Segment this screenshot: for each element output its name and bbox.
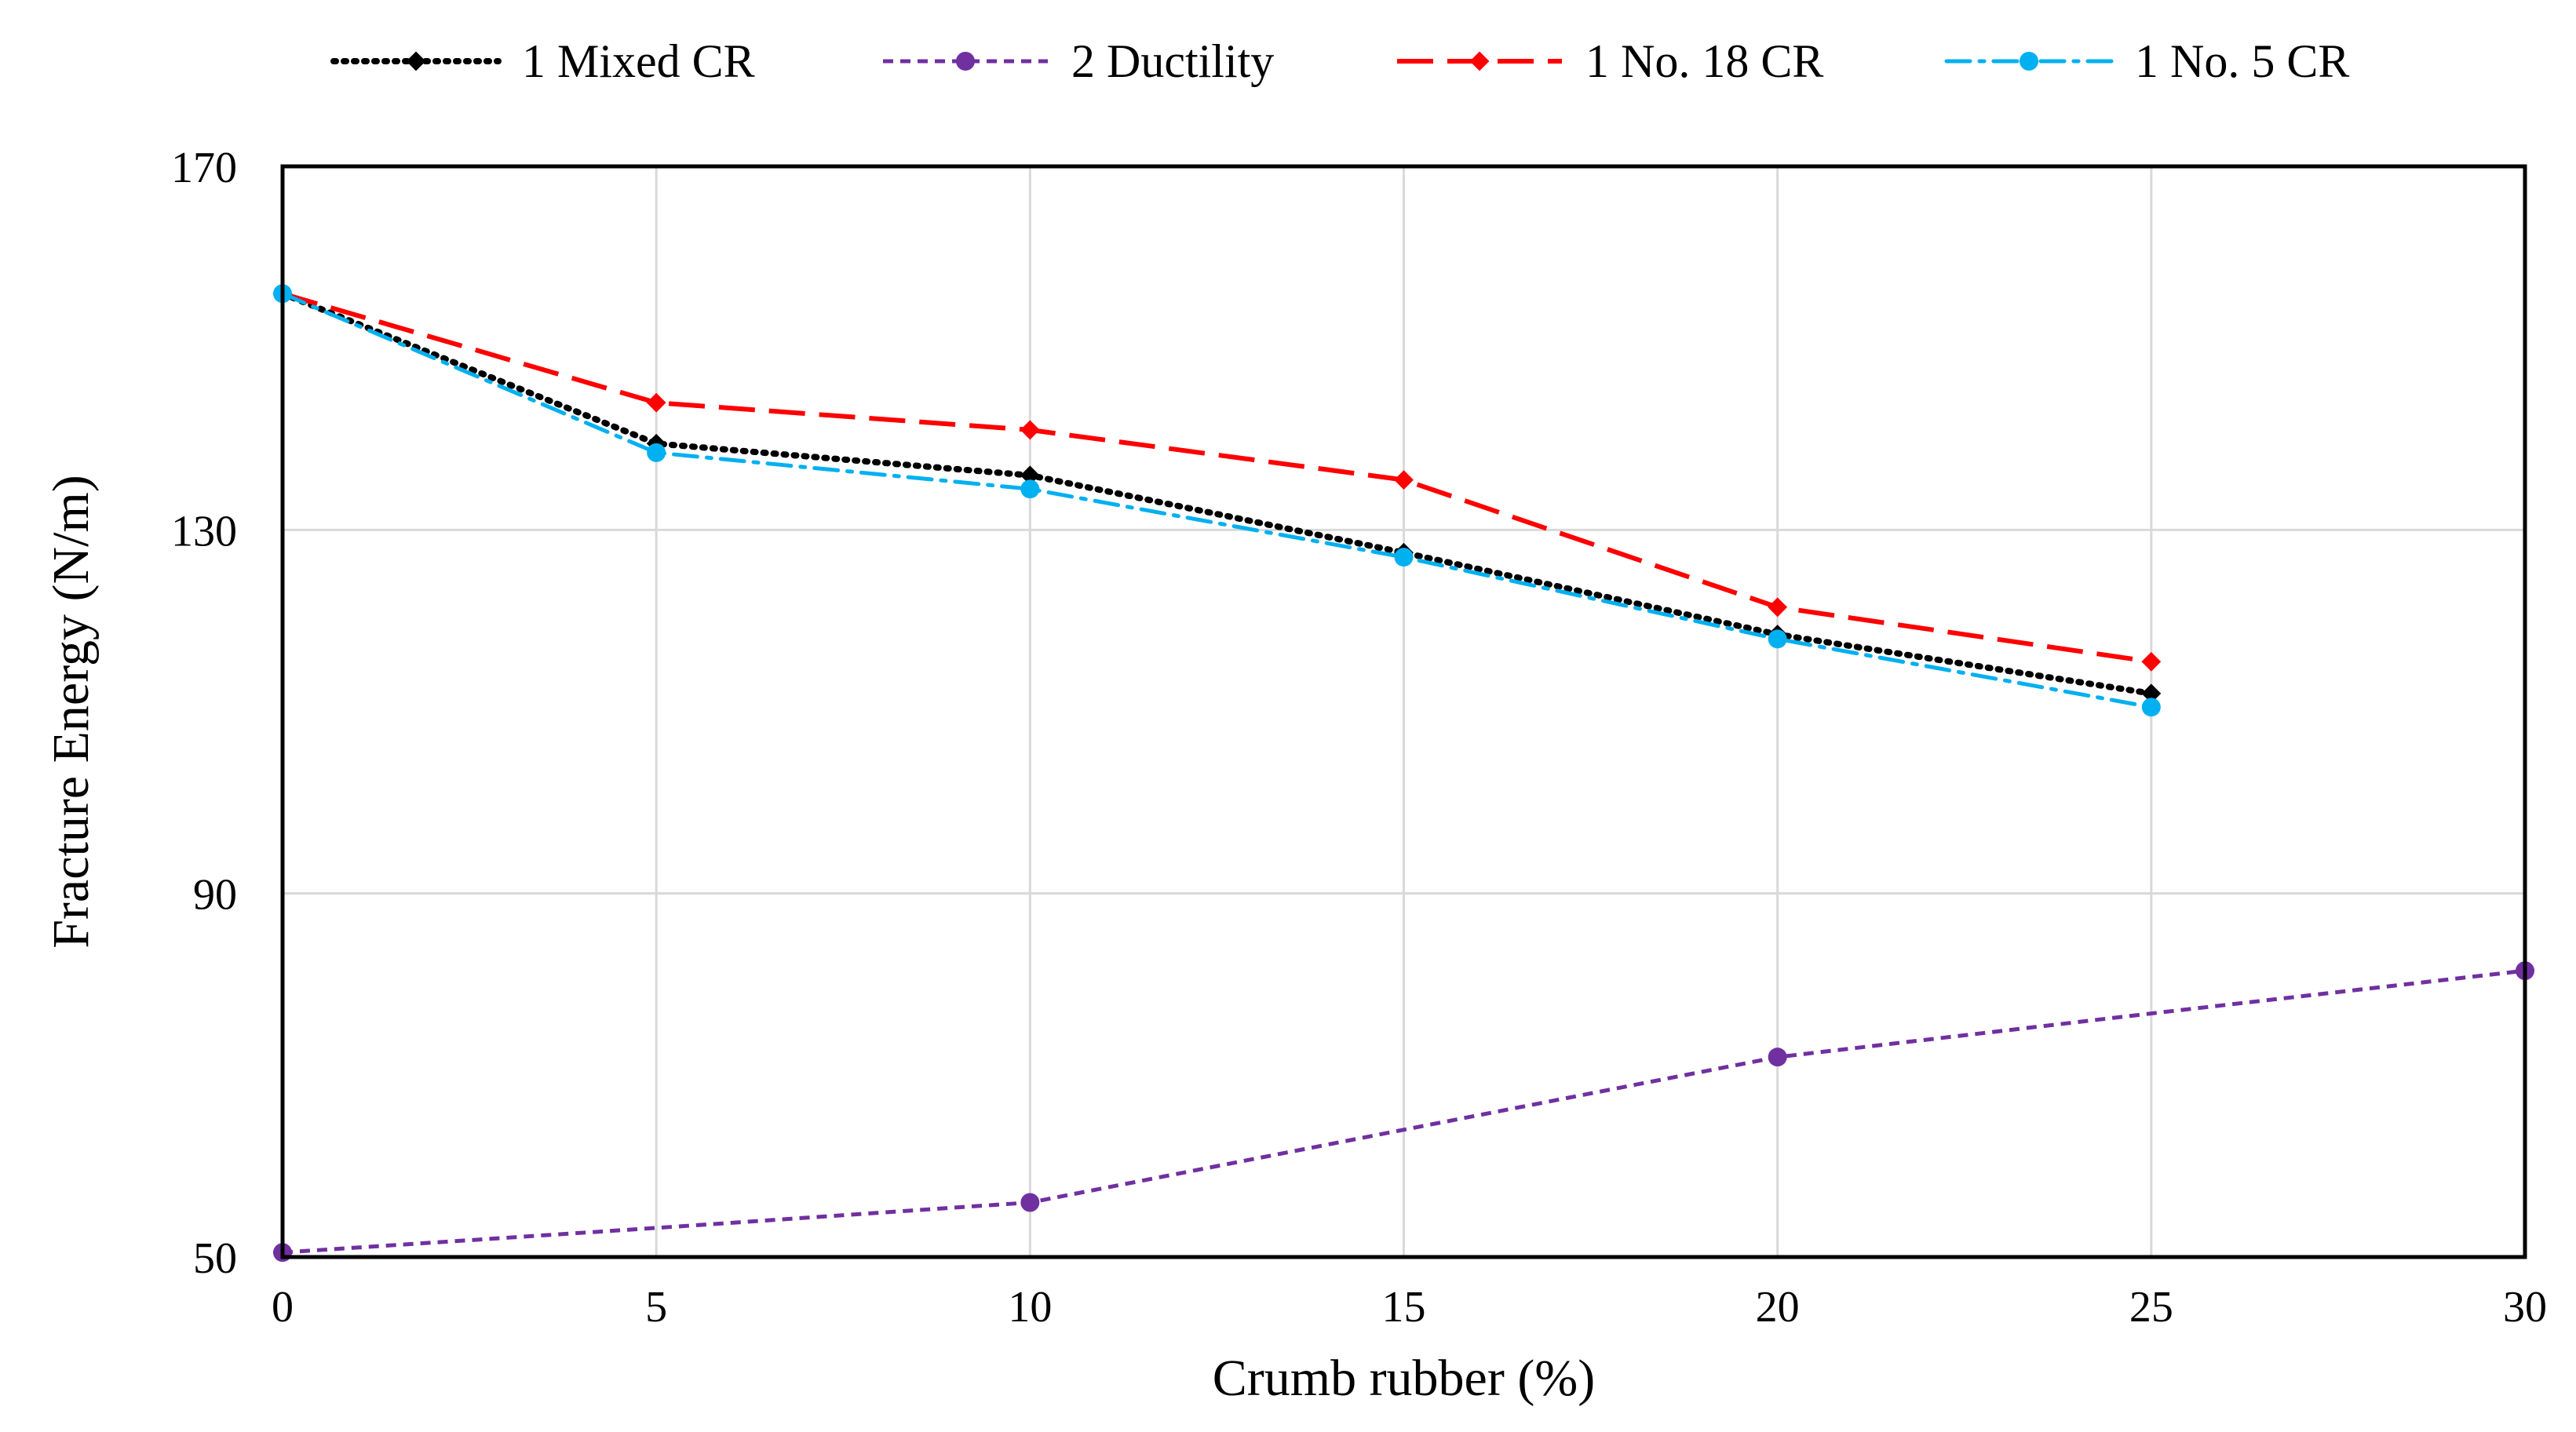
x-tick-label: 15 [1382,1283,1426,1332]
legend-label: 1 No. 18 CR [1585,35,1823,87]
series-layer [272,283,2534,1263]
data-point-circle [1768,1048,1787,1067]
legend-item: 2 Ductility [883,35,1274,87]
x-tick-label: 0 [272,1283,294,1332]
data-point-circle [956,52,975,71]
data-point-diamond [1469,51,1490,71]
legend-label: 1 Mixed CR [522,35,755,87]
x-axis-title: Crumb rubber (%) [1213,1350,1596,1407]
series-line [282,291,2152,665]
legend-item: 1 No. 5 CR [1944,35,2349,87]
data-point-diamond [406,51,426,71]
legend-item: 1 Mixed CR [330,35,755,87]
legend: 1 Mixed CR 2 Ductility 1 No. 18 CR 1 No. 5 … [330,35,2349,87]
series-1-no-18-cr [272,283,2162,672]
series-1-no-5-cr [273,284,2161,717]
data-point-circle [1394,548,1414,567]
data-point-circle [1768,629,1787,649]
y-tick-label: 50 [193,1234,237,1283]
data-point-circle [2020,52,2038,71]
y-tick-label: 90 [193,871,237,920]
data-point-circle [2141,698,2161,717]
x-tick-label: 10 [1008,1283,1052,1332]
tick-labels: 0 5 10 15 20 25 30 50 90 130 170 [171,144,2547,1332]
legend-item: 1 No. 18 CR [1397,35,1823,87]
data-point-diamond [1768,597,1788,618]
data-point-diamond [646,392,666,413]
grid-lines [283,166,2525,1257]
x-tick-label: 25 [2129,1283,2173,1332]
y-tick-label: 170 [171,144,237,192]
x-tick-label: 20 [1756,1283,1800,1332]
y-axis-title: Fracture Energy (N/m) [42,475,100,949]
x-tick-label: 5 [645,1283,667,1332]
data-point-circle [647,443,666,462]
y-tick-label: 130 [171,507,237,556]
legend-label: 2 Ductility [1071,35,1274,87]
plot-area-frame [280,164,2527,1259]
series-line [280,291,2154,709]
series-1-mixed-cr [272,283,2162,704]
data-point-diamond [2141,651,2162,672]
data-point-circle [1020,1193,1040,1212]
data-point-diamond [1394,470,1414,490]
legend-label: 1 No. 5 CR [2135,35,2349,87]
series-line [279,290,2155,697]
data-point-circle [1020,479,1040,499]
data-point-diamond [1020,420,1040,440]
x-tick-label: 30 [2503,1283,2547,1332]
series-line [282,968,2526,1255]
